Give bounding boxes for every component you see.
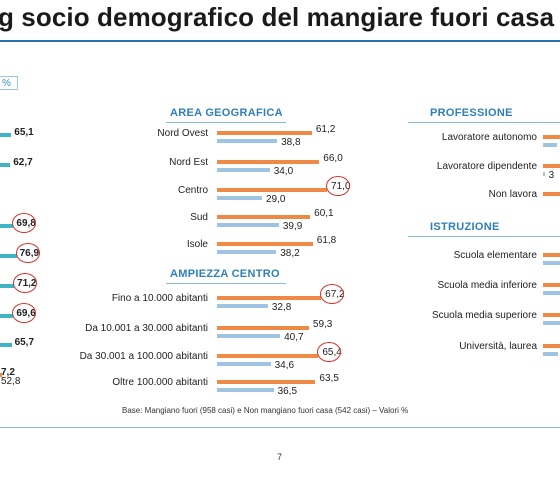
bar-teal bbox=[0, 343, 12, 347]
data-label: 59,3 bbox=[312, 319, 333, 330]
highlight-circle bbox=[320, 284, 345, 304]
category-label: Nord Ovest bbox=[157, 128, 208, 139]
category-label: Oltre 100.000 abitanti bbox=[112, 377, 208, 388]
data-label: 39,9 bbox=[282, 221, 303, 232]
bar-orange bbox=[0, 373, 2, 377]
bar-blue bbox=[217, 304, 268, 308]
category-label: Fino a 10.000 abitanti bbox=[111, 293, 208, 304]
bar-blue bbox=[543, 291, 560, 295]
category-label: Scuola media superiore bbox=[431, 310, 537, 321]
bar-blue bbox=[217, 196, 262, 200]
bar-orange bbox=[217, 326, 309, 330]
bottom-divider bbox=[0, 427, 560, 428]
bar-teal bbox=[0, 314, 14, 318]
data-label: 40,7 bbox=[284, 332, 304, 343]
bar-orange bbox=[543, 164, 560, 168]
data-label: 63,5 bbox=[319, 373, 339, 384]
category-label: Lavoratore autonomo bbox=[441, 132, 537, 143]
data-label: 62,7 bbox=[13, 157, 33, 168]
data-label: 60,1 bbox=[314, 208, 334, 219]
bar-blue bbox=[543, 143, 558, 147]
section-title: ISTRUZIONE bbox=[430, 221, 500, 233]
section-divider bbox=[408, 122, 560, 123]
section-title: AREA GEOGRAFICA bbox=[170, 107, 283, 119]
footnote: Base: Mangiano fuori (958 casi) e Non ma… bbox=[122, 406, 409, 415]
data-label: 61,8 bbox=[316, 235, 337, 246]
highlight-circle bbox=[12, 213, 37, 233]
bar-orange bbox=[543, 192, 560, 196]
section-divider bbox=[166, 283, 286, 284]
bar-blue bbox=[217, 250, 277, 254]
data-label: 34,0 bbox=[273, 166, 294, 177]
category-label: Università, laurea bbox=[459, 341, 537, 352]
bar-orange bbox=[217, 160, 320, 164]
section-title: PROFESSIONE bbox=[430, 107, 513, 119]
category-label: Scuola media inferiore bbox=[437, 280, 538, 291]
data-label: 29,0 bbox=[265, 194, 286, 205]
bar-orange bbox=[217, 215, 311, 219]
page-number: 7 bbox=[277, 452, 283, 462]
category-label: Nord Est bbox=[169, 157, 208, 168]
highlight-circle bbox=[326, 176, 351, 196]
bar-orange bbox=[543, 344, 560, 348]
bar-orange bbox=[543, 253, 560, 257]
bar-orange bbox=[217, 354, 319, 358]
bar-blue bbox=[217, 362, 271, 366]
category-label: Da 10.001 a 30.000 abitanti bbox=[85, 323, 208, 334]
data-label: 65,1 bbox=[14, 127, 34, 138]
highlight-circle bbox=[12, 303, 37, 323]
data-label: 7,2 bbox=[1, 367, 15, 378]
category-label: Isole bbox=[186, 239, 208, 250]
bar-orange bbox=[217, 131, 312, 135]
title-divider bbox=[0, 40, 560, 42]
bar-blue bbox=[217, 334, 281, 338]
bar-orange bbox=[543, 313, 560, 317]
bar-teal bbox=[0, 133, 12, 137]
data-label: 34,6 bbox=[274, 360, 295, 371]
data-label: 32,8 bbox=[271, 302, 292, 313]
page-title: g socio demografico del mangiare fuori c… bbox=[0, 2, 560, 32]
highlight-circle bbox=[13, 273, 38, 293]
bar-teal bbox=[0, 284, 15, 288]
bar-teal bbox=[0, 254, 17, 258]
bar-blue bbox=[217, 168, 270, 172]
category-label: Centro bbox=[177, 185, 208, 196]
category-label: Da 30.001 a 100.000 abitanti bbox=[79, 351, 208, 362]
data-label: 61,2 bbox=[315, 124, 336, 135]
bar-blue bbox=[543, 321, 560, 325]
bar-orange bbox=[217, 242, 313, 246]
bar-teal bbox=[0, 224, 14, 228]
bar-blue bbox=[543, 261, 560, 265]
bar-orange bbox=[217, 296, 322, 300]
bar-blue bbox=[217, 388, 274, 392]
data-label: 38,8 bbox=[281, 137, 301, 148]
bar-orange bbox=[543, 135, 560, 139]
highlight-circle bbox=[317, 342, 342, 362]
bar-orange bbox=[543, 283, 560, 287]
data-label: 65,7 bbox=[14, 337, 35, 348]
section-divider bbox=[166, 122, 286, 123]
data-label: 36,5 bbox=[277, 386, 298, 397]
data-label: 3 bbox=[548, 170, 555, 181]
category-label: Scuola elementare bbox=[453, 250, 537, 261]
data-label: 38,2 bbox=[280, 248, 300, 259]
bar-blue bbox=[543, 172, 545, 176]
percent-chip: % bbox=[0, 76, 18, 90]
bar-teal bbox=[0, 163, 11, 167]
bar-orange bbox=[217, 380, 316, 384]
category-label: Non lavora bbox=[488, 189, 537, 200]
data-label: 66,0 bbox=[323, 153, 343, 164]
category-label: Lavoratore dipendente bbox=[436, 161, 537, 172]
bar-blue bbox=[543, 352, 558, 356]
category-label: Sud bbox=[190, 212, 208, 223]
bar-blue bbox=[217, 223, 279, 227]
bar-orange bbox=[217, 188, 328, 192]
highlight-circle bbox=[15, 243, 40, 263]
data-label: 52,8 bbox=[1, 376, 21, 387]
section-title: AMPIEZZA CENTRO bbox=[170, 268, 280, 280]
bar-blue bbox=[217, 139, 278, 143]
section-divider bbox=[408, 236, 560, 237]
